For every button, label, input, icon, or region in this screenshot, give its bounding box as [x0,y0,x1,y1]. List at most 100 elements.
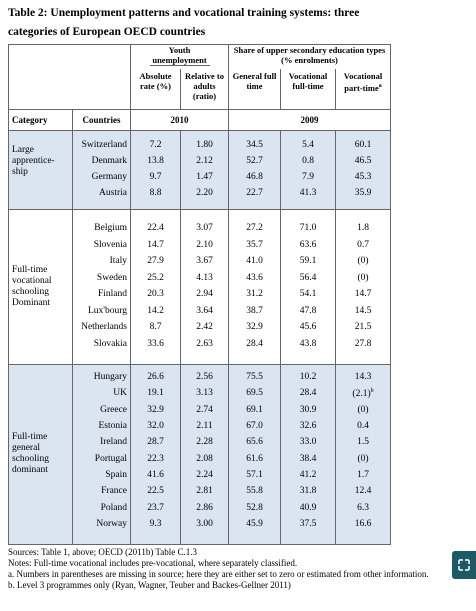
footnote-mark: a [378,83,382,89]
value-cell: 22.3 [130,450,181,467]
value-cell: 2.10 [180,236,229,253]
spacer-cell [228,352,281,365]
data-row: Belgium 22.4 3.07 27.2 71.0 1.8 [9,220,392,237]
value-cell: (0) [334,401,392,418]
group: Full-time general schooling dominant Hung… [8,364,392,545]
spacer-cell [228,531,281,545]
value-cell: 2.63 [180,335,229,352]
spacer-cell [334,364,392,369]
category-cell: Full-time general schooling dominant [8,364,73,545]
country-name: Hungary [72,369,131,386]
country-name: Greece [72,401,131,418]
value-cell: 4.13 [180,269,229,286]
value-cell: (0) [334,269,392,286]
value-cell: 56.4 [280,269,336,286]
value-text: (2.1) [352,389,371,400]
value-cell: 41.2 [280,466,336,484]
category-cell: Large apprentice-ship [8,130,73,210]
data-row: Norway 9.3 3.00 45.9 37.5 16.6 [9,515,392,532]
country-name: Spain [72,466,131,484]
notes: Sources: Table 1, above; OECD (2011b) Ta… [8,547,470,591]
value-cell: 34.5 [228,137,281,153]
data-row: Austria 8.8 2.20 22.7 41.3 35.9 [9,185,392,201]
value-cell: 28.4 [280,385,336,402]
value-cell: 7.2 [130,137,181,153]
value-cell: 7.9 [280,169,336,185]
value-cell: (0) [334,253,392,270]
expand-glyph [458,559,470,571]
value-cell: 60.1 [334,137,392,153]
value-cell: 38.7 [228,302,281,319]
country-name: Ireland [72,434,131,451]
value-cell: 37.5 [280,515,336,532]
value-cell: 1.5 [334,434,392,451]
spacer-cell [130,352,181,365]
country-name: Netherlands [72,319,131,336]
country-name: Austria [72,185,131,201]
country-name: Slovenia [72,236,131,253]
value-cell: 2.20 [180,185,229,201]
column-header-text: Absolute rate (%) [139,71,172,91]
value-cell: 32.0 [130,417,181,435]
value-cell: 75.5 [228,369,281,386]
column-header-text: General full time [232,71,277,91]
value-cell: 22.4 [130,220,181,237]
note-line: a. Numbers in parentheses are missing in… [8,569,429,579]
spacer-cell [280,209,336,220]
data-row: Italy 27.9 3.67 41.0 59.1 (0) [9,253,392,270]
value-cell: 71.0 [280,220,336,237]
country-name: Portugal [72,450,131,467]
spacer-cell [130,531,181,545]
data-row: Denmark 13.8 2.12 52.7 0.8 46.5 [9,153,392,169]
value-cell: 9.3 [130,515,181,532]
value-cell: 28.7 [130,434,181,451]
value-cell: 35.7 [228,236,281,253]
value-cell: 25.2 [130,269,181,286]
note-line: Notes: Full-time vocational includes pre… [8,558,298,568]
value-cell: 45.3 [334,169,392,185]
value-cell: 45.9 [228,515,281,532]
value-cell: 2.42 [180,319,229,336]
value-cell: 2.28 [180,434,229,451]
value-cell: 2.81 [180,483,229,500]
spacer-cell [334,352,392,365]
data-row: France 22.5 2.81 55.8 31.8 12.4 [9,483,392,500]
spacer-cell [72,352,131,365]
value-cell: 19.1 [130,385,181,402]
value-cell: 8.8 [130,185,181,201]
value-cell: 10.2 [280,369,336,386]
data-row: Slovakia 33.6 2.63 28.4 43.8 27.8 [9,335,392,352]
data-row: Switzerland 7.2 1.80 34.5 5.4 60.1 [9,137,392,153]
category-label: Category [8,109,73,131]
data-row: Poland 23.7 2.86 52.8 40.9 6.3 [9,499,392,516]
value-cell: 9.7 [130,169,181,185]
value-cell: 1.80 [180,137,229,153]
spacer-cell [180,201,229,210]
value-cell: 40.9 [280,499,336,516]
country-name: UK [72,385,131,402]
value-cell: 2.94 [180,286,229,303]
spacer-cell [72,201,131,210]
value-cell: 6.3 [334,499,392,516]
value-cell: 20.3 [130,286,181,303]
value-cell: 14.7 [334,286,392,303]
value-cell: 1.47 [180,169,229,185]
group-header: Youth unemployment [130,44,229,69]
value-cell: 12.4 [334,483,392,500]
countries-label: Countries [72,109,131,131]
spacer-row: Large apprentice-ship [8,130,392,210]
value-cell: 26.6 [130,369,181,386]
spacer-cell [228,209,281,220]
value-cell: 41.3 [280,185,336,201]
column-header: Absolute rate (%) [130,69,181,110]
value-cell: 43.6 [228,269,281,286]
value-cell: 35.9 [334,185,392,201]
value-cell: 22.5 [130,483,181,500]
value-cell: 31.2 [228,286,281,303]
data-row: Ireland 28.7 2.28 65.6 33.0 1.5 [9,434,392,451]
value-cell: 0.4 [334,417,392,435]
expand-icon[interactable] [452,551,476,579]
spacer-cell [334,531,392,545]
value-cell: 41.6 [130,466,181,484]
country-name: Italy [72,253,131,270]
